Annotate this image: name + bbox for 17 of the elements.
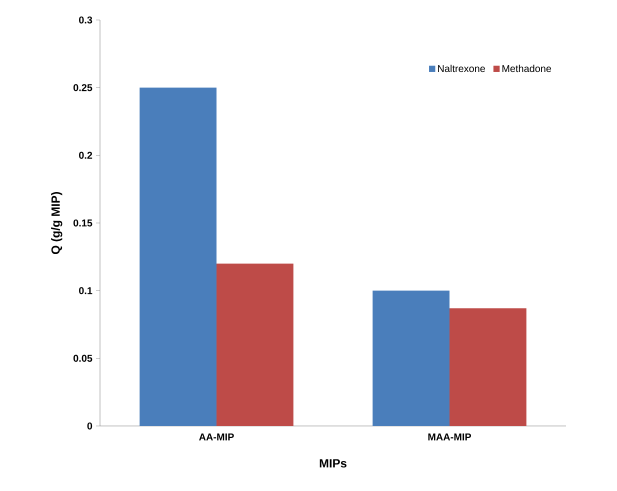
- y-tick-label: 0: [87, 422, 92, 430]
- y-tick-label: 0.3: [79, 16, 92, 24]
- y-tick-label: 0.2: [79, 152, 92, 159]
- bar: [450, 308, 526, 426]
- y-tick-label: 0.25: [73, 84, 92, 92]
- y-tick-label: 0.05: [73, 354, 92, 362]
- x-axis-title: MIPs: [320, 459, 346, 468]
- legend-label: Naltrexone: [438, 64, 485, 72]
- x-tick-label: MAA-MIP: [428, 434, 472, 440]
- legend-label: Methadone: [502, 64, 552, 72]
- y-axis-title: Q (g/g MIP): [51, 192, 62, 254]
- bar: [372, 290, 450, 426]
- bar: [216, 264, 294, 426]
- y-tick-label: 0.1: [79, 287, 92, 294]
- bar: [140, 88, 217, 426]
- x-tick-label: AA-MIP: [199, 434, 234, 440]
- y-tick-label: 0.15: [73, 219, 92, 227]
